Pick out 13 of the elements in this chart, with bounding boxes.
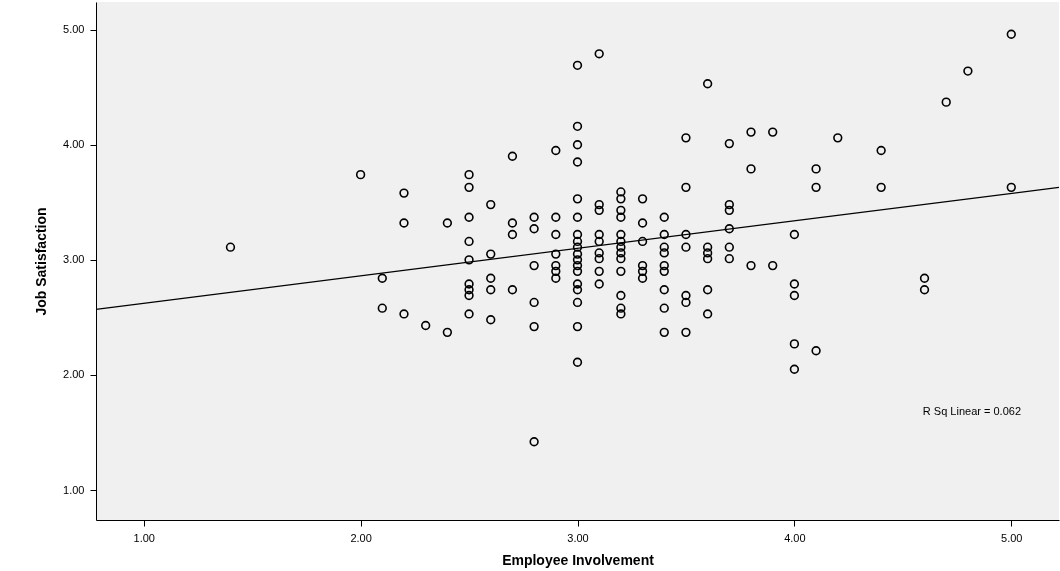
- annotation: R Sq Linear = 0.062: [922, 405, 1021, 417]
- y-tick-label: 5.00: [63, 23, 85, 36]
- y-tick-label: 3.00: [63, 253, 85, 266]
- y-axis-title: Job Satisfaction: [33, 207, 50, 316]
- x-axis-title: Employee Involvement: [502, 551, 655, 568]
- x-tick-label: 2.00: [350, 531, 372, 544]
- x-tick-label: 3.00: [567, 531, 589, 544]
- x-tick-label: 5.00: [1001, 531, 1023, 544]
- y-tick-label: 2.00: [63, 368, 85, 381]
- y-tick-label: 1.00: [63, 483, 85, 496]
- x-tick-label: 4.00: [784, 531, 806, 544]
- y-tick-label: 4.00: [63, 138, 85, 151]
- x-tick-label: 1.00: [133, 531, 155, 544]
